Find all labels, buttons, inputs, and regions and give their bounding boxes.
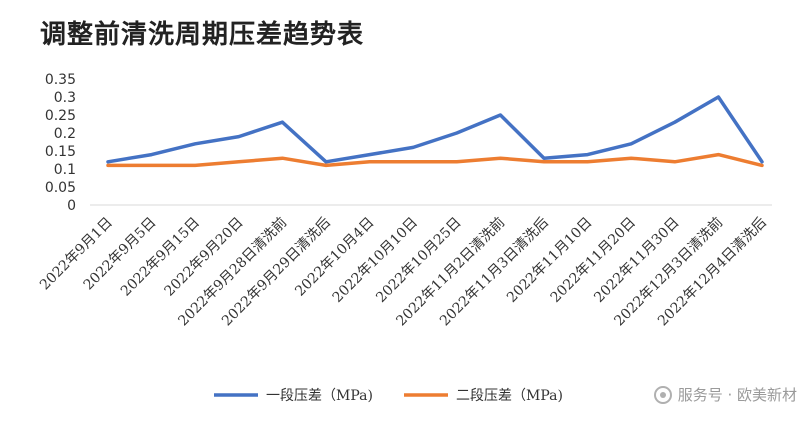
series-line [106, 95, 764, 164]
x-tick-label: 2022年10月4日 [292, 215, 377, 300]
series-line [106, 152, 764, 168]
y-tick-label: 0.2 [54, 126, 76, 142]
y-tick-label: 0.15 [45, 144, 76, 160]
x-tick-label: 2022年9月15日 [118, 215, 203, 300]
y-axis: 0 0.05 0.1 0.15 0.2 0.25 0.3 0.35 [45, 72, 76, 214]
wechat-icon [653, 385, 672, 404]
y-tick-label: 0.35 [45, 72, 76, 88]
y-tick-label: 0.1 [54, 162, 76, 178]
chart-title: 调整前清洗周期压差趋势表 [40, 20, 365, 50]
legend-label: 一段压差（MPa) [266, 388, 373, 404]
x-tick-label: 2022年9月1日 [37, 215, 116, 294]
y-tick-label: 0.25 [45, 108, 76, 124]
y-tick-label: 0 [67, 198, 76, 214]
watermark-text: 服务号 · 欧美新材 [677, 386, 797, 404]
x-axis: 2022年9月1日2022年9月5日2022年9月15日2022年9月20日20… [37, 204, 772, 329]
legend-label: 二段压差（MPa) [456, 388, 563, 404]
legend: 一段压差（MPa) 二段压差（MPa) [214, 388, 563, 404]
x-tick-label: 2022年9月20日 [162, 215, 247, 300]
watermark: 服务号 · 欧美新材 [653, 384, 797, 405]
series-layer [106, 95, 764, 168]
y-tick-label: 0.3 [54, 90, 76, 106]
y-tick-label: 0.05 [45, 180, 76, 196]
